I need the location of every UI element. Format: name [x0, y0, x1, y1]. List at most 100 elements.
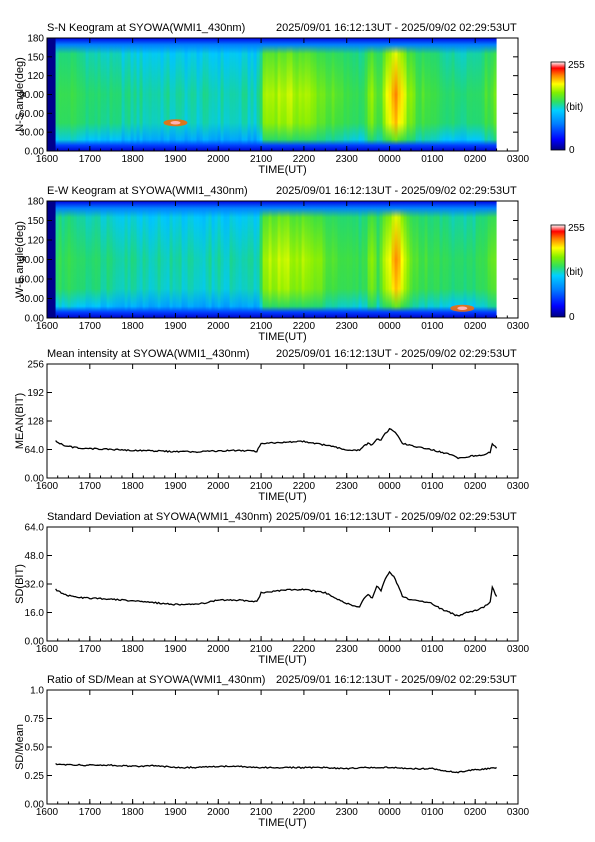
- keogram-column: [190, 201, 194, 318]
- keogram-column: [490, 201, 494, 318]
- keogram-column: [268, 38, 272, 151]
- keogram-column: [382, 201, 386, 318]
- keogram-column: [409, 201, 413, 318]
- keogram-column: [76, 38, 80, 151]
- keogram-column: [313, 201, 317, 318]
- keogram-column: [196, 201, 200, 318]
- keogram-column: [406, 38, 410, 151]
- keogram-column: [217, 201, 221, 318]
- keogram-column: [259, 201, 263, 318]
- keogram-column: [421, 201, 425, 318]
- keogram-column: [199, 38, 203, 151]
- keogram-column: [463, 201, 467, 318]
- keogram-column: [400, 38, 404, 151]
- keogram-column: [358, 201, 362, 318]
- x-tick-label: 2000: [207, 481, 230, 492]
- keogram-column: [445, 201, 449, 318]
- keogram-column: [61, 38, 65, 151]
- keogram-column: [478, 38, 482, 151]
- colorbar-min-label: 0: [569, 312, 575, 323]
- time-range: 2025/09/01 16:12:13UT - 2025/09/02 02:29…: [276, 348, 517, 360]
- keogram-column: [346, 38, 350, 151]
- keogram-column: [79, 38, 83, 151]
- y-tick-label: 0.00: [25, 147, 45, 158]
- keogram-column: [292, 38, 296, 151]
- keogram-column: [199, 201, 203, 318]
- keogram-column: [82, 201, 86, 318]
- x-tick-label: 2000: [207, 154, 230, 165]
- keogram-column: [91, 38, 95, 151]
- keogram-column: [235, 201, 239, 318]
- keogram-column: [418, 201, 422, 318]
- keogram-column: [250, 38, 254, 151]
- keogram-column: [250, 201, 254, 318]
- x-tick-label: 2100: [250, 154, 273, 165]
- keogram-column: [127, 38, 131, 151]
- x-tick-label: 1800: [122, 154, 145, 165]
- keogram-column: [73, 201, 77, 318]
- x-tick-label: 0200: [464, 154, 487, 165]
- x-tick-label: 2300: [336, 807, 359, 818]
- keogram-column: [262, 38, 266, 151]
- plot-frame: [46, 363, 519, 479]
- keogram-column: [463, 38, 467, 151]
- keogram-column: [385, 201, 389, 318]
- keogram-column: [493, 201, 497, 318]
- keogram-column: [388, 201, 392, 318]
- keogram-column: [154, 201, 158, 318]
- keogram-column: [481, 201, 485, 318]
- y-tick-label: 128: [27, 417, 44, 428]
- keogram-column: [472, 201, 476, 318]
- keogram-column: [154, 38, 158, 151]
- keogram-column: [370, 201, 374, 318]
- keogram-column: [247, 38, 251, 151]
- x-tick-label: 1600: [36, 807, 59, 818]
- keogram-column: [115, 38, 119, 151]
- y-tick-label: 48.0: [25, 551, 45, 562]
- keogram-column: [235, 38, 239, 151]
- keogram-column: [484, 38, 488, 151]
- keogram-column: [280, 201, 284, 318]
- x-tick-label: 1700: [79, 321, 102, 332]
- keogram-column: [283, 38, 287, 151]
- keogram-column: [343, 38, 347, 151]
- keogram-column: [277, 201, 281, 318]
- y-tick-label: 120: [27, 71, 44, 82]
- keogram-column: [322, 38, 326, 151]
- x-tick-label: 2100: [250, 481, 273, 492]
- panel-5: Ratio of SD/Mean at SYOWA(WMI1_430nm) 202…: [14, 674, 530, 829]
- keogram-column: [319, 38, 323, 151]
- keogram-column: [55, 201, 59, 318]
- keogram-column: [355, 38, 359, 151]
- x-tick-label: 2300: [336, 644, 359, 655]
- keogram-column: [97, 201, 101, 318]
- keogram-column: [253, 201, 257, 318]
- x-tick-label: 2000: [207, 807, 230, 818]
- panel-3: Mean intensity at SYOWA(WMI1_430nm) 2025/…: [14, 348, 530, 503]
- keogram-column: [58, 201, 62, 318]
- x-tick-label: 1800: [122, 481, 145, 492]
- keogram-column: [232, 201, 236, 318]
- keogram-column: [91, 201, 95, 318]
- x-axis-label: TIME(UT): [258, 331, 306, 343]
- keogram-column: [238, 201, 242, 318]
- x-tick-label: 2200: [293, 321, 316, 332]
- y-axis-label: MEAN(BIT): [14, 393, 26, 449]
- keogram-column: [136, 38, 140, 151]
- keogram-column: [94, 38, 98, 151]
- no-data-region: [496, 38, 518, 151]
- keogram-column: [193, 38, 197, 151]
- x-tick-label: 1800: [122, 321, 145, 332]
- y-tick-label: 0.25: [25, 771, 45, 782]
- y-tick-label: 0.00: [25, 637, 45, 648]
- keogram-column: [118, 38, 122, 151]
- keogram-column: [232, 38, 236, 151]
- keogram-column: [79, 201, 83, 318]
- x-tick-label: 2300: [336, 154, 359, 165]
- keogram-column: [367, 201, 371, 318]
- keogram-column: [349, 201, 353, 318]
- keogram-column: [382, 38, 386, 151]
- keogram-column: [331, 38, 335, 151]
- x-tick-label: 0300: [507, 481, 530, 492]
- keogram-column: [427, 201, 431, 318]
